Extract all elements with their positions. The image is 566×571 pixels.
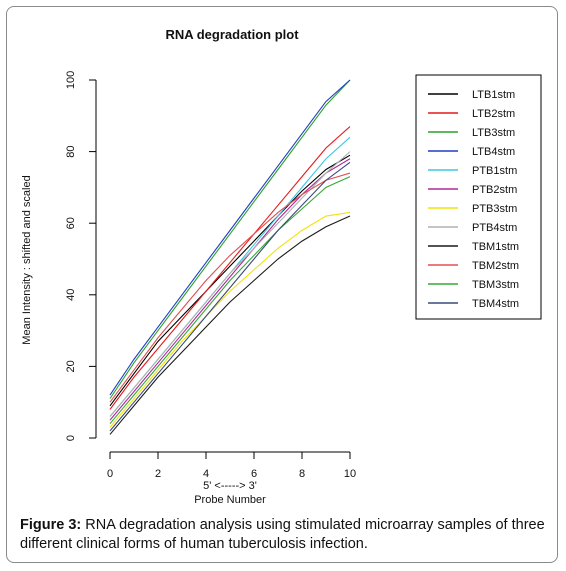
y-axis-label: Mean Intensity : shifted and scaled [21, 175, 33, 344]
series-line-ltb4stm [109, 79, 351, 396]
legend-label-tbm3stm: TBM3stm [472, 279, 519, 291]
legend-label-ltb2stm: LTB2stm [472, 108, 515, 120]
y-tick-label-60: 60 [65, 217, 77, 229]
series-line-tbm3stm [109, 176, 351, 425]
series-line-tbm4stm [109, 161, 351, 432]
rna-degradation-chart: RNA degradation plot Mean Intensity : sh… [21, 27, 542, 506]
legend-box [415, 74, 542, 320]
series-line-tbm2stm [109, 172, 351, 403]
x-axis-label: Probe Number [194, 494, 266, 506]
series-lines [109, 79, 351, 435]
legend-label-ptb1stm: PTB1stm [472, 165, 517, 177]
legend-label-tbm4stm: TBM4stm [472, 298, 519, 310]
y-tick-label-20: 20 [65, 360, 77, 372]
series-line-ltb1stm [109, 154, 351, 407]
legend-label-ptb4stm: PTB4stm [472, 222, 517, 234]
legend: LTB1stm LTB2stm LTB3stm LTB4stm PTB1stm PTB2s… [415, 74, 542, 320]
series-line-ltb2stm [109, 126, 351, 410]
legend-label-ptb3stm: PTB3stm [472, 203, 517, 215]
x-axis-label-top: 5' <-----> 3' [203, 480, 257, 492]
axes: 0 20 40 60 80 100 0 2 4 6 8 10 [65, 71, 356, 480]
legend-label-ptb2stm: PTB2stm [472, 184, 517, 196]
legend-label-ltb1stm: LTB1stm [472, 89, 515, 101]
x-tick-label-2: 2 [155, 468, 161, 480]
legend-label-ltb3stm: LTB3stm [472, 127, 515, 139]
caption-label: Figure 3: [20, 517, 82, 533]
caption-text: RNA degradation analysis using stimulate… [20, 517, 545, 552]
series-line-ptb3stm [109, 211, 351, 428]
y-tick-label-80: 80 [65, 145, 77, 157]
y-tick-label-100: 100 [65, 71, 77, 89]
legend-label-ltb4stm: LTB4stm [472, 146, 515, 158]
x-tick-label-6: 6 [251, 468, 257, 480]
x-tick-label-4: 4 [203, 468, 209, 480]
series-line-tbm1stm [109, 215, 351, 435]
figure-caption: Figure 3: RNA degradation analysis using… [20, 516, 550, 554]
x-tick-label-10: 10 [344, 468, 356, 480]
series-line-ltb3stm [109, 79, 351, 399]
legend-label-tbm2stm: TBM2stm [472, 260, 519, 272]
legend-label-tbm1stm: TBM1stm [472, 241, 519, 253]
series-line-ptb2stm [109, 158, 351, 421]
y-tick-label-0: 0 [65, 435, 77, 441]
chart-title: RNA degradation plot [165, 27, 299, 42]
x-tick-label-0: 0 [107, 468, 113, 480]
x-tick-label-8: 8 [299, 468, 305, 480]
y-tick-label-40: 40 [65, 289, 77, 301]
